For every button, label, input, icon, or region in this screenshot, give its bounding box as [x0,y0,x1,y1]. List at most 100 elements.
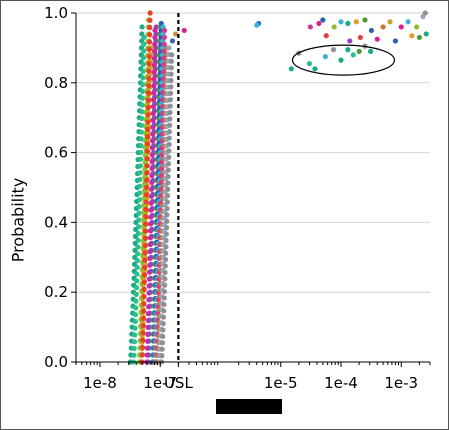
series-point [146,83,152,89]
series-point [140,323,146,329]
series-point [146,317,153,323]
series-point [151,108,158,114]
series-point [166,45,172,51]
series-point [139,88,146,95]
series-point [168,90,174,96]
series-point [150,170,156,177]
series-point [164,199,170,205]
annotation-ellipse [291,44,396,76]
series-point [140,344,146,351]
series-point [150,191,156,198]
series-point [147,17,153,23]
series-point [153,24,159,30]
scatter-point [254,22,260,28]
series-point [135,237,141,243]
series-point [168,77,174,84]
series-point [138,149,144,155]
series-point [141,301,147,307]
series-point [136,210,142,216]
series-point [134,271,140,277]
series-point [138,143,144,149]
series-point [144,148,150,154]
series-point [147,282,154,288]
series-point [132,312,139,318]
series-point [136,203,142,210]
y-tick-label: 0.0 [44,353,68,371]
series-point [132,325,138,331]
series-point [135,230,141,237]
scatter-point [345,47,351,53]
series-point [142,228,149,234]
scatter-point [357,34,364,41]
series-point [140,330,146,336]
series-point [148,240,155,246]
scatter-point [338,19,344,25]
series-point [151,129,157,135]
series-point [137,183,143,189]
scatter-point [380,24,386,30]
scatter-point [368,27,375,34]
scatter-point [387,19,393,25]
series-point [145,119,151,125]
series-point [131,339,138,345]
series-point [159,340,166,346]
series-point [144,170,150,176]
series-point [131,352,137,358]
series-point [161,289,168,295]
series-point [162,257,169,263]
series-point [140,55,147,61]
series-point [163,250,169,256]
y-tick-label: 0.4 [44,213,68,231]
series-point [142,250,148,256]
series-point [168,58,175,64]
series-point [152,87,158,93]
series-point [132,332,138,338]
series-point [161,308,167,314]
scatter-point [368,48,374,54]
series-point [150,184,156,191]
series-point [143,221,149,227]
series-point [148,268,154,274]
scatter-point [405,19,411,25]
series-point [134,278,140,284]
scatter-point [350,52,356,58]
scatter-point [316,20,322,27]
series-point [139,352,145,358]
series-point [137,163,144,169]
series-point [149,219,155,225]
x-tick-label: USL [164,374,194,392]
series-point [148,261,154,267]
series-point [140,75,146,81]
series-point [152,80,158,86]
series-point [164,218,170,224]
series-point [140,68,146,74]
series-6 [139,10,153,365]
scatter-point [288,66,294,72]
series-point [166,141,172,148]
series-point [151,143,157,149]
scatter-point [353,19,359,25]
series-point [142,257,148,263]
series-point [139,109,145,115]
scatter-point [307,24,313,30]
series-point [160,327,166,333]
series-point [163,244,169,250]
series-point [166,148,172,154]
series-point [131,345,137,352]
series-point [146,61,152,67]
series-point [160,333,166,340]
series-point [146,68,152,74]
series-point [146,75,152,82]
series-point [136,190,143,196]
scatter-points-layer [169,10,429,72]
series-point [164,205,170,212]
scatter-point [169,38,176,44]
series-point [160,314,167,320]
series-point [144,141,151,147]
series-point [147,303,153,309]
series-point [168,71,174,77]
series-point [139,115,145,122]
series-point [161,301,167,308]
series-point [135,244,141,250]
